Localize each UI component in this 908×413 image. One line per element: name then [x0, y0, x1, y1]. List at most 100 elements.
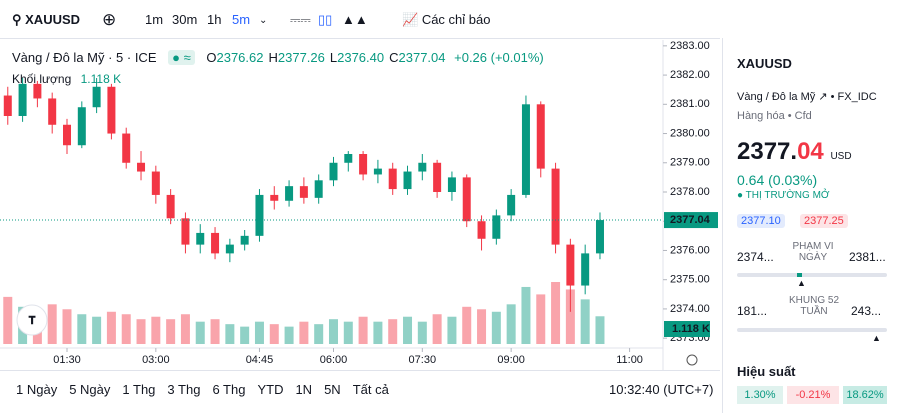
- panel-exchange: FX_IDC: [837, 91, 877, 103]
- legend: Vàng / Đô la Mỹ · 5 · ICE ● ≈ O2376.62 H2…: [12, 50, 544, 65]
- divider: [722, 38, 723, 413]
- chart-style[interactable]: ⎓⎓: [290, 12, 311, 27]
- legend-title: Vàng / Đô la Mỹ · 5 · ICE: [12, 50, 157, 65]
- range-button[interactable]: 1 Thg: [122, 382, 156, 397]
- clock: 10:32:40 (UTC+7): [609, 382, 714, 397]
- chart: 2373.002374.002375.002376.002377.002378.…: [0, 40, 718, 370]
- volume-bar: [254, 321, 264, 344]
- volume-bar: [151, 316, 161, 344]
- candle-body: [581, 253, 590, 286]
- volume-bar: [92, 316, 102, 344]
- volume-bar: [358, 316, 368, 344]
- add-symbol[interactable]: ⊕: [102, 10, 117, 29]
- candle-body: [3, 95, 12, 116]
- panel-category: Hàng hóa • Cfd: [737, 110, 812, 122]
- interval[interactable]: 30m: [172, 12, 198, 27]
- indicators[interactable]: 📈 Các chỉ báo: [402, 12, 491, 27]
- volume-bar: [3, 296, 13, 344]
- candle-body: [566, 244, 575, 286]
- interval[interactable]: 5m: [232, 12, 251, 27]
- range-button[interactable]: 5N: [324, 382, 341, 397]
- day-low: 2374...: [737, 250, 774, 264]
- volume-bar: [106, 311, 116, 344]
- volume-bar: [521, 286, 531, 344]
- wk-label: KHUNG 52 TUẦN: [788, 295, 839, 317]
- ohlc-value: 2377.04: [398, 50, 446, 65]
- volume-bar: [136, 319, 146, 344]
- volume-bar: [477, 309, 487, 344]
- logo-mark: 𝐓: [28, 315, 35, 327]
- candle-body: [63, 124, 71, 146]
- settings[interactable]: [686, 354, 698, 366]
- range-button[interactable]: YTD: [257, 382, 284, 397]
- legend-change: +0.26 (+0.01%): [454, 50, 544, 65]
- y-tick-label: 2375.00: [670, 274, 710, 286]
- candle-body: [418, 162, 427, 172]
- y-tick-label: 2381.00: [670, 98, 710, 110]
- candle-body: [166, 194, 175, 219]
- status: ● THỊ TRƯỜNG MỞ: [737, 190, 830, 201]
- panel-symbol: XAUUSD: [737, 56, 792, 71]
- perf: 18.62%: [843, 386, 887, 404]
- x-tick-label: 09:00: [497, 354, 525, 366]
- volume-bar: [565, 289, 575, 344]
- volume-bar: [195, 321, 205, 344]
- volume-bar: [447, 316, 457, 344]
- candle-body: [344, 154, 353, 163]
- candle-body: [211, 232, 220, 254]
- volume-bar: [462, 306, 472, 344]
- perf: 1.30%: [737, 386, 783, 404]
- candle-body: [388, 168, 397, 190]
- volume-bar: [580, 299, 590, 344]
- bid: 2377.10: [737, 214, 785, 228]
- volume-bar: [299, 321, 309, 344]
- candle-body: [433, 162, 442, 192]
- ohlc-value: 2376.40: [337, 50, 385, 65]
- x-tick-label: 11:00: [616, 354, 643, 366]
- range-button[interactable]: Tất cả: [352, 382, 389, 397]
- interval[interactable]: 1m: [145, 12, 164, 27]
- status-text: THỊ TRƯỜNG MỞ: [745, 190, 830, 201]
- interval[interactable]: 1h: [207, 12, 222, 27]
- volume-label: 1.118 K: [672, 323, 710, 335]
- volume-value: 1.118 K: [80, 72, 122, 86]
- symbol[interactable]: XAUUSD: [25, 12, 81, 27]
- last-price-box: [664, 212, 718, 229]
- range-button[interactable]: 5 Ngày: [69, 382, 111, 397]
- y-tick-label: 2378.00: [670, 186, 710, 198]
- volume-legend: Khối lượng 1.118 K: [12, 72, 121, 86]
- area-style[interactable]: ▲▲: [342, 12, 368, 27]
- candle-body: [270, 194, 279, 201]
- range-button[interactable]: 3 Thg: [167, 382, 201, 397]
- candle-body: [507, 194, 516, 216]
- wk-low: 181...: [737, 304, 768, 318]
- day-high: 2381...: [849, 250, 886, 264]
- volume-bar: [166, 319, 176, 344]
- candle-body: [18, 83, 27, 116]
- range-button[interactable]: 1 Ngày: [16, 382, 58, 397]
- volume-bar: [388, 319, 398, 344]
- symbol-search[interactable]: ⚲ XAUUSD: [12, 12, 81, 27]
- perf: -0.21%: [787, 386, 839, 404]
- range-bar: 1 Ngày 5 Ngày 1 Thg 3 Thg 6 Thg YTD 1N 5N Tất cả: [16, 382, 401, 397]
- candles-style[interactable]: ▯▯: [318, 12, 333, 27]
- dropdown[interactable]: ⌄: [259, 15, 268, 26]
- candle-body: [462, 177, 471, 222]
- y-tick-label: 2383.00: [670, 40, 710, 52]
- candle-body: [77, 107, 86, 146]
- day-range: [737, 273, 887, 277]
- candle-body: [373, 168, 382, 175]
- price-frac: 04: [797, 138, 824, 165]
- volume-bar: [269, 324, 279, 344]
- volume-bar: [536, 294, 546, 344]
- y-tick-label: 2380.00: [670, 127, 710, 139]
- range-button[interactable]: 6 Thg: [212, 382, 246, 397]
- volume-bar: [284, 326, 294, 344]
- candle-body: [137, 162, 146, 172]
- indicators-label[interactable]: Các chỉ báo: [421, 12, 491, 27]
- legend-toggle[interactable]: ● ≈: [168, 50, 195, 65]
- range-button[interactable]: 1N: [295, 382, 313, 397]
- candle-body: [285, 186, 294, 201]
- volume-bar: [47, 304, 57, 344]
- volume-bar: [551, 282, 561, 344]
